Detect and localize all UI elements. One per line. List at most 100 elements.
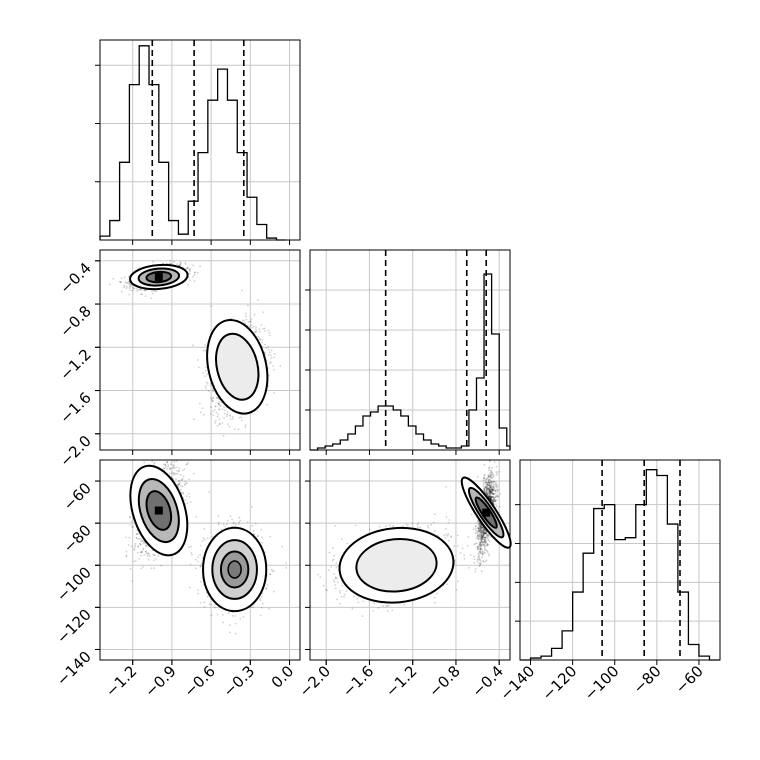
param-1-vs-param-3-point	[195, 516, 198, 518]
param-1-vs-param-2-point	[266, 403, 268, 406]
param-1-vs-param-3-point	[194, 567, 197, 570]
param-1-vs-param-2-point	[269, 334, 271, 337]
param-1-vs-param-2-point	[176, 263, 179, 265]
param-1-vs-param-3-point	[129, 568, 132, 570]
hist-param-1-frame	[99, 39, 301, 241]
param-1-vs-param-2-point	[232, 415, 234, 418]
param-1-vs-param-2-point	[209, 406, 212, 408]
param-1-vs-param-3-point	[227, 612, 230, 615]
param-1-vs-param-2-point	[252, 325, 255, 328]
param-1-vs-param-3-point	[228, 631, 231, 634]
param-1-vs-param-2-point	[124, 281, 127, 284]
param-1-vs-param-3-point	[184, 480, 187, 483]
param-1-vs-param-2-point	[123, 276, 126, 279]
param-1-vs-param-3-point	[169, 467, 172, 470]
param-1-vs-param-2-point	[123, 284, 126, 287]
param-1-vs-param-2-point	[225, 415, 228, 417]
hist-param-3-xtick-label-0: −140	[496, 662, 538, 704]
param-1-vs-param-2-point	[206, 382, 209, 385]
param-1-vs-param-2-point	[131, 286, 134, 289]
param-1-vs-param-2-point	[199, 411, 202, 414]
param-1-vs-param-3-point	[145, 550, 147, 553]
param-1-vs-param-2-point	[187, 266, 189, 269]
param-1-vs-param-2-point	[172, 260, 175, 263]
param-1-vs-param-3-point	[234, 615, 237, 617]
param-1-vs-param-3-point	[188, 495, 191, 498]
param-1-vs-param-3-point	[138, 537, 140, 540]
param-1-vs-param-2-point	[211, 400, 214, 402]
param-1-vs-param-3-point	[259, 614, 262, 617]
param-1-vs-param-2-point	[152, 290, 155, 292]
param-1-vs-param-3-point	[136, 532, 139, 535]
param-1-vs-param-2-point	[196, 271, 199, 274]
param-1-vs-param-2-point	[272, 365, 274, 367]
param-1-vs-param-2-point	[178, 263, 181, 266]
param-1-vs-param-2-point	[247, 320, 250, 323]
param-1-vs-param-3-point	[127, 544, 130, 546]
param-1-vs-param-3-point	[140, 567, 143, 570]
param-1-vs-param-2-point	[119, 281, 122, 284]
param-1-vs-param-3-point	[257, 534, 259, 537]
param-1-vs-param-2-point	[150, 297, 153, 300]
param-1-vs-param-2-point	[279, 365, 282, 367]
param-1-vs-param-3-point	[206, 595, 209, 598]
param-1-vs-param-2-point	[210, 305, 213, 307]
param-1-vs-param-2-point	[197, 359, 199, 361]
param-1-vs-param-2-point	[112, 277, 115, 280]
param-1-vs-param-2-point	[126, 282, 129, 285]
param-1-vs-param-3-point	[175, 478, 177, 481]
param-1-vs-param-3-point	[178, 467, 181, 470]
param-1-vs-param-3-point	[199, 554, 202, 556]
param-1-vs-param-3-point	[178, 480, 181, 482]
param-1-vs-param-3-point	[210, 614, 213, 617]
param-1-vs-param-3-point	[139, 537, 142, 540]
param-1-vs-param-3-point	[132, 525, 135, 528]
hist-param-3-histogram-step	[520, 469, 720, 661]
param-1-vs-param-2-point	[273, 392, 276, 394]
param-1-vs-param-3-point	[182, 475, 185, 478]
param-1-vs-param-2-point	[250, 324, 253, 327]
param-1-vs-param-2-point	[273, 353, 276, 355]
param-1-vs-param-2-point	[262, 311, 265, 314]
param-1-vs-param-3-point	[149, 555, 151, 558]
param-1-vs-param-3-point	[202, 537, 205, 539]
param-1-vs-param-2-point	[152, 260, 155, 263]
param-1-vs-param-3-point	[144, 544, 147, 547]
param-1-vs-param-3-point	[137, 546, 140, 548]
param-1-vs-param-2-point	[263, 327, 266, 330]
param-1-vs-param-2-point	[267, 354, 270, 356]
param-1-vs-param-3-point	[197, 589, 199, 591]
param-1-vs-param-2-point	[193, 273, 196, 276]
param-1-vs-param-2-point	[216, 396, 219, 399]
param-1-vs-param-3-point	[200, 563, 203, 565]
param-1-vs-param-2-peak-0	[154, 273, 163, 282]
param-1-vs-param-2-point	[125, 281, 128, 284]
param-1-vs-param-2-point	[155, 290, 158, 293]
param-1-vs-param-3-point	[136, 551, 139, 554]
param-1-vs-param-3-point	[135, 560, 137, 562]
param-1-vs-param-2-point	[210, 397, 212, 399]
param-1-vs-param-3-point	[252, 529, 255, 532]
param-1-vs-param-3-point	[172, 464, 175, 466]
param-1-vs-param-2-point	[233, 428, 236, 431]
param-1-vs-param-2-point	[270, 361, 272, 364]
param-1-vs-param-3-point	[180, 488, 182, 491]
param-1-vs-param-3-point	[203, 601, 205, 603]
param-1-vs-param-2-point	[226, 411, 229, 414]
param-1-vs-param-2-point	[144, 289, 147, 292]
param-1-vs-param-2-point	[128, 287, 131, 290]
param-1-vs-param-2-point	[216, 415, 219, 418]
param-1-vs-param-2-point	[248, 325, 251, 328]
param-1-vs-param-3-point	[150, 567, 153, 570]
param-1-vs-param-2-point	[241, 419, 243, 422]
param-1-vs-param-2-point	[205, 387, 207, 390]
param-1-vs-param-2-point	[151, 290, 153, 292]
param-1-vs-param-2-point	[213, 408, 216, 411]
param-1-vs-param-2-ytick-label-4: −2.0	[56, 432, 94, 470]
param-1-vs-param-3-point	[183, 483, 186, 486]
param-1-vs-param-2-point	[238, 416, 241, 419]
param-1-vs-param-3-point	[181, 485, 184, 488]
param-1-vs-param-3-point	[234, 632, 237, 635]
param-1-vs-param-2-point	[237, 428, 240, 431]
param-1-vs-param-2-point	[201, 407, 204, 410]
